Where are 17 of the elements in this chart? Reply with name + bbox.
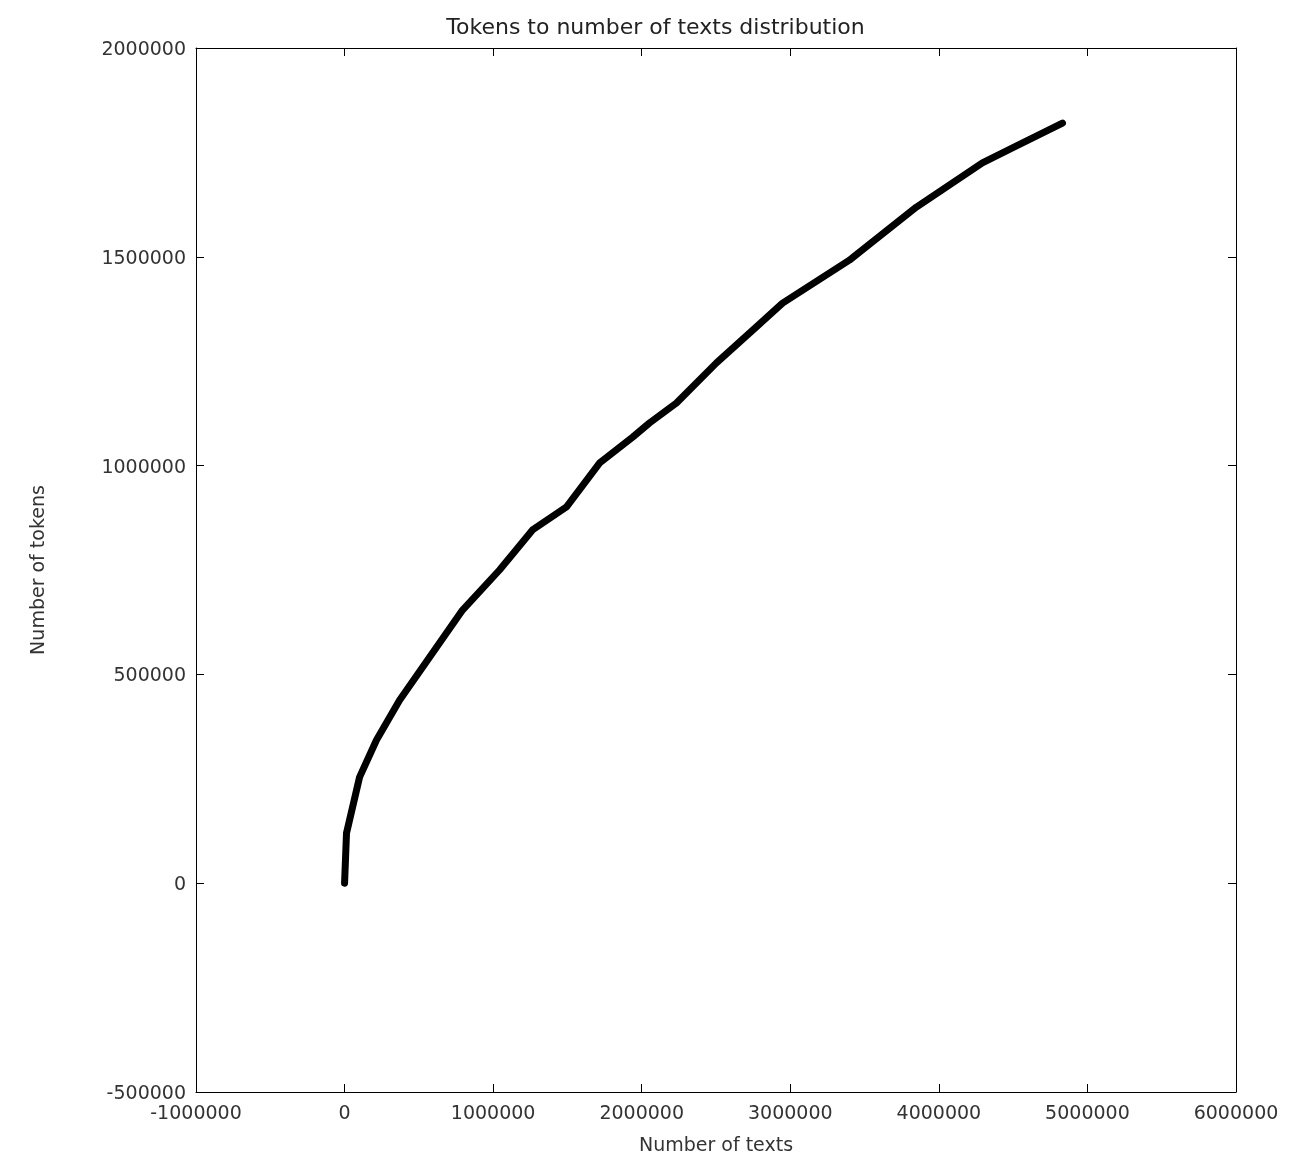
y-tick-label: 0 [173, 872, 186, 895]
x-tick-label: -1000000 [150, 1100, 242, 1123]
chart-title: Tokens to number of texts distribution [445, 13, 865, 39]
x-tick-label: 0 [338, 1100, 351, 1123]
x-tick-label: 1000000 [450, 1100, 536, 1123]
x-tick-label: 5000000 [1045, 1100, 1130, 1123]
y-tick-label: 500000 [113, 663, 186, 686]
x-axis-title: Number of texts [638, 1132, 794, 1155]
y-tick-label: 2000000 [101, 37, 186, 59]
x-tick-label: 4000000 [896, 1100, 982, 1123]
y-axis-title: Number of tokens [25, 485, 48, 655]
x-tick-label: 3000000 [747, 1100, 833, 1123]
x-tick-label: 2000000 [599, 1100, 685, 1123]
x-tick-label: 6000000 [1193, 1100, 1279, 1123]
y-tick-label: -500000 [106, 1081, 186, 1103]
y-tick-label: 1500000 [101, 245, 186, 268]
y-tick-label: 1000000 [101, 454, 186, 477]
